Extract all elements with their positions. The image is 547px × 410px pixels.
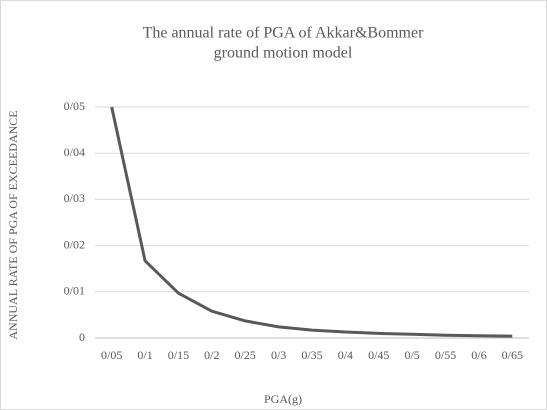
x-tick-label: 0/45 xyxy=(368,348,389,362)
y-tick-label: 0/01 xyxy=(64,284,85,298)
x-tick-label: 0/15 xyxy=(168,348,189,362)
x-tick-label: 0/35 xyxy=(301,348,322,362)
x-tick-label: 0/05 xyxy=(101,348,122,362)
x-tick-label: 0/55 xyxy=(435,348,456,362)
chart-subtitle: ground motion model xyxy=(214,45,353,62)
x-tick-label: 0/25 xyxy=(235,348,256,362)
x-tick-label: 0/2 xyxy=(204,348,219,362)
chart-title: The annual rate of PGA of Akkar&Bommer xyxy=(143,25,424,42)
y-tick-label: 0/04 xyxy=(64,145,85,159)
y-tick-label: 0/02 xyxy=(64,237,85,251)
y-tick-label: 0/05 xyxy=(64,99,85,113)
data-line xyxy=(110,106,513,338)
x-tick-label: 0/3 xyxy=(271,348,286,362)
y-tick-label: 0/03 xyxy=(64,191,85,205)
x-tick-label: 0/6 xyxy=(471,348,486,362)
y-axis-title: ANNUAL RATE OF PGA OF EXCEEDANCE xyxy=(6,110,20,339)
x-tick-label: 0/4 xyxy=(338,348,353,362)
x-tick-label: 0/5 xyxy=(404,348,419,362)
x-tick-label: 0/65 xyxy=(502,348,523,362)
y-tick-label: 0 xyxy=(79,330,85,344)
x-axis-title: PGA(g) xyxy=(264,392,302,406)
x-tick-label: 0/1 xyxy=(137,348,152,362)
